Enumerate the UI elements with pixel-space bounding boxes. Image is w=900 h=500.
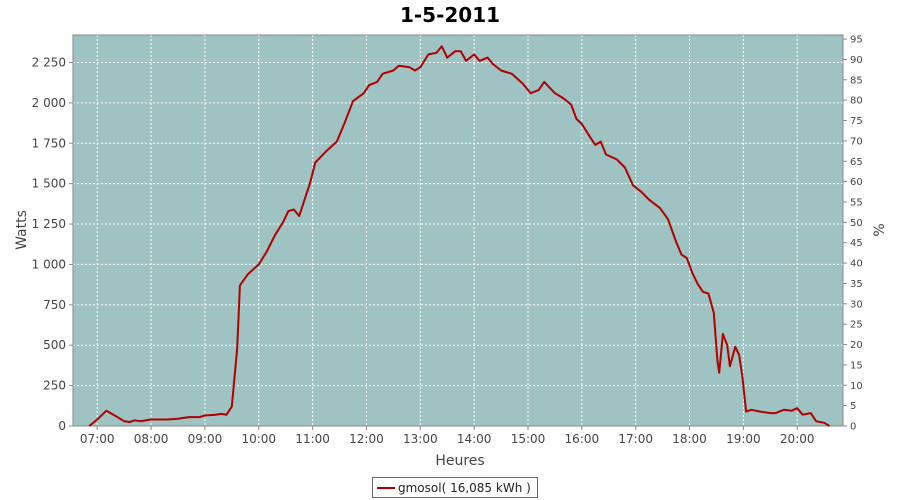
plot-area bbox=[73, 35, 843, 426]
legend: gmosol( 16,085 kWh ) bbox=[372, 477, 538, 498]
y2-tick-label: 75 bbox=[850, 116, 863, 127]
legend-swatch bbox=[377, 486, 395, 489]
x-tick-label: 20:00 bbox=[780, 432, 815, 446]
y2-tick-label: 5 bbox=[850, 401, 856, 412]
x-tick-label: 18:00 bbox=[672, 432, 707, 446]
x-tick-label: 19:00 bbox=[726, 432, 761, 446]
y-axis-ticks: 0 250 500 750 1 000 1 250 1 500 1 750 2 000 2 250 bbox=[32, 55, 73, 433]
y2-tick-label: 95 bbox=[850, 35, 863, 46]
x-axis-ticks: 07:00 08:00 09:00 10:00 11:00 12:00 13:00 14:00… bbox=[80, 426, 815, 446]
y2-tick-label: 0 bbox=[850, 422, 856, 433]
y2-tick-label: 70 bbox=[850, 136, 863, 147]
y2-tick-label: 85 bbox=[850, 75, 863, 86]
y-tick-label: 1 250 bbox=[32, 217, 66, 231]
y2-tick-label: 30 bbox=[850, 299, 863, 310]
legend-label: gmosol( 16,085 kWh ) bbox=[398, 480, 531, 495]
y2-tick-label: 65 bbox=[850, 157, 863, 168]
x-tick-label: 13:00 bbox=[403, 432, 438, 446]
y-tick-label: 1 500 bbox=[32, 177, 66, 191]
y2-axis-label: % bbox=[872, 223, 888, 236]
x-tick-label: 16:00 bbox=[565, 432, 600, 446]
x-axis-label: Heures bbox=[435, 453, 484, 469]
y2-tick-label: 25 bbox=[850, 320, 863, 331]
horizontal-gridlines bbox=[73, 61, 843, 387]
y2-tick-label: 55 bbox=[850, 197, 863, 208]
x-tick-label: 08:00 bbox=[134, 432, 169, 446]
y2-tick-label: 45 bbox=[850, 238, 863, 249]
y-tick-label: 2 000 bbox=[32, 96, 66, 110]
y2-tick-label: 60 bbox=[850, 177, 863, 188]
y-tick-label: 2 250 bbox=[32, 55, 66, 69]
y-tick-label: 1 000 bbox=[32, 257, 66, 271]
y2-axis-ticks: 0 5 10 15 20 25 30 35 40 45 50 55 60 65 70 75 80 85 90 95 bbox=[843, 35, 863, 433]
y2-tick-label: 80 bbox=[850, 96, 863, 107]
x-tick-label: 14:00 bbox=[457, 432, 492, 446]
y-axis-label: Watts bbox=[14, 210, 30, 250]
vertical-gridlines bbox=[96, 35, 798, 426]
y2-tick-label: 10 bbox=[850, 381, 863, 392]
x-tick-label: 12:00 bbox=[349, 432, 384, 446]
y2-tick-label: 15 bbox=[850, 360, 863, 371]
y2-tick-label: 50 bbox=[850, 218, 863, 229]
plot-border bbox=[72, 34, 844, 427]
x-tick-label: 10:00 bbox=[241, 432, 276, 446]
x-tick-label: 11:00 bbox=[295, 432, 330, 446]
y2-tick-label: 20 bbox=[850, 340, 863, 351]
y-tick-label: 500 bbox=[43, 338, 66, 352]
series-line-gmosol bbox=[88, 45, 831, 427]
x-tick-label: 15:00 bbox=[511, 432, 546, 446]
y-tick-label: 0 bbox=[58, 419, 66, 433]
y2-tick-label: 90 bbox=[850, 55, 863, 66]
chart-title: 1-5-2011 bbox=[400, 3, 500, 27]
y-tick-label: 750 bbox=[43, 298, 66, 312]
y2-tick-label: 35 bbox=[850, 279, 863, 290]
y-tick-label: 250 bbox=[43, 379, 66, 393]
x-tick-label: 09:00 bbox=[188, 432, 223, 446]
x-tick-label: 07:00 bbox=[80, 432, 115, 446]
y-tick-label: 1 750 bbox=[32, 136, 66, 150]
y2-tick-label: 40 bbox=[850, 259, 863, 270]
x-tick-label: 17:00 bbox=[618, 432, 653, 446]
